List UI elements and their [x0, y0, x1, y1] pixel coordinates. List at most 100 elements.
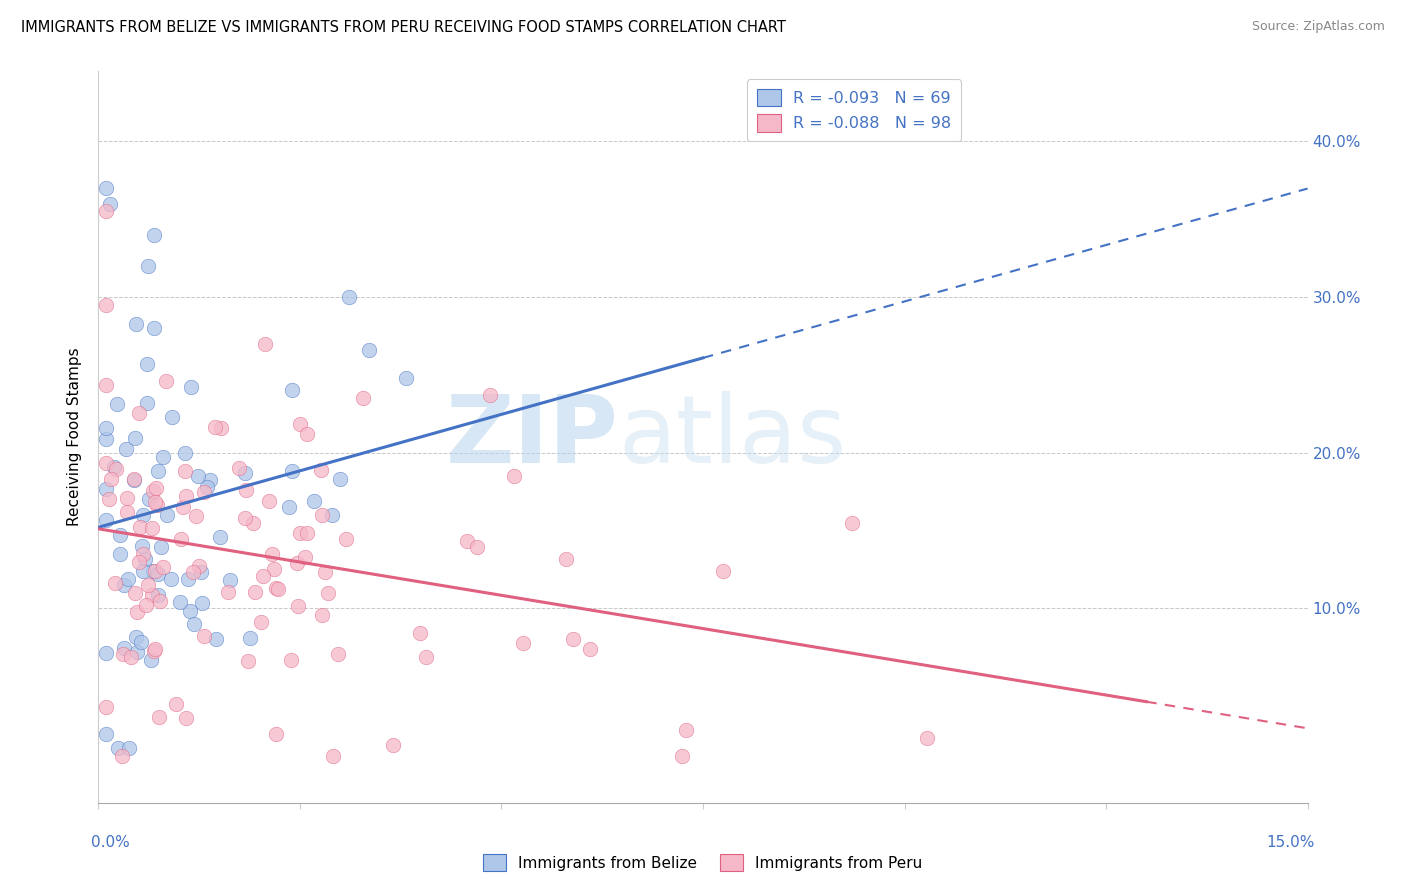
Point	[105, 397, 128, 411]
Point	[142, 565, 165, 579]
Point	[118, 741, 141, 756]
Point	[329, 471, 352, 485]
Point	[162, 409, 184, 424]
Point	[112, 647, 135, 661]
Point	[294, 550, 316, 565]
Point	[281, 383, 304, 397]
Point	[217, 585, 239, 599]
Point	[236, 655, 259, 669]
Point	[555, 552, 578, 566]
Point	[125, 645, 148, 659]
Point	[170, 532, 193, 546]
Point	[239, 631, 262, 645]
Point	[579, 642, 602, 657]
Point	[96, 700, 118, 714]
Point	[357, 343, 380, 357]
Point	[131, 539, 153, 553]
Point	[408, 626, 430, 640]
Point	[257, 493, 280, 508]
Point	[242, 516, 264, 531]
Point	[165, 698, 187, 712]
Point	[145, 481, 167, 495]
Point	[193, 629, 215, 643]
Point	[181, 565, 204, 579]
Point	[146, 499, 169, 513]
Point	[96, 483, 118, 497]
Point	[675, 723, 697, 738]
Text: 0.0%: 0.0%	[91, 836, 131, 850]
Point	[233, 466, 256, 480]
Point	[228, 460, 250, 475]
Point	[114, 578, 136, 592]
Point	[479, 388, 502, 402]
Point	[143, 495, 166, 509]
Point	[104, 576, 127, 591]
Point	[184, 509, 207, 524]
Point	[131, 635, 153, 649]
Point	[176, 572, 198, 586]
Point	[136, 577, 159, 591]
Point	[112, 641, 135, 656]
Point	[115, 491, 138, 505]
Point	[174, 710, 197, 724]
Point	[190, 565, 212, 579]
Point	[297, 526, 319, 541]
Point	[148, 464, 170, 478]
Point	[143, 321, 166, 335]
Point	[96, 727, 118, 741]
Point	[107, 741, 129, 756]
Point	[117, 573, 139, 587]
Point	[139, 653, 162, 667]
Point	[249, 615, 271, 630]
Point	[143, 642, 166, 657]
Point	[146, 567, 169, 582]
Point	[352, 391, 374, 405]
Point	[148, 710, 170, 724]
Point	[155, 374, 177, 388]
Point	[204, 420, 226, 434]
Point	[96, 298, 118, 312]
Point	[141, 520, 163, 534]
Point	[671, 749, 693, 764]
Point	[302, 494, 325, 508]
Point	[98, 196, 121, 211]
Point	[142, 644, 165, 658]
Point	[187, 469, 209, 483]
Point	[96, 512, 118, 526]
Point	[96, 181, 118, 195]
Point	[174, 464, 197, 478]
Point	[200, 473, 222, 487]
Point	[146, 588, 169, 602]
Point	[128, 519, 150, 533]
Point	[195, 480, 218, 494]
Point	[125, 318, 148, 332]
Point	[149, 594, 172, 608]
Point	[311, 607, 333, 622]
Point	[337, 290, 360, 304]
Point	[96, 204, 118, 219]
Point	[281, 464, 304, 478]
Point	[124, 431, 146, 445]
Point	[128, 406, 150, 420]
Point	[125, 631, 148, 645]
Point	[711, 564, 734, 578]
Point	[127, 605, 149, 619]
Point	[187, 559, 209, 574]
Point	[143, 565, 166, 579]
Point	[328, 647, 350, 661]
Point	[183, 616, 205, 631]
Point	[108, 527, 131, 541]
Point	[136, 395, 159, 409]
Point	[295, 427, 318, 442]
Point	[141, 588, 163, 602]
Point	[322, 749, 344, 764]
Point	[260, 547, 283, 561]
Point	[465, 540, 488, 554]
Y-axis label: Receiving Food Stamps: Receiving Food Stamps	[67, 348, 83, 526]
Point	[159, 572, 181, 586]
Point	[135, 599, 157, 613]
Point	[103, 460, 125, 475]
Point	[235, 483, 257, 497]
Point	[503, 469, 526, 483]
Point	[205, 632, 228, 646]
